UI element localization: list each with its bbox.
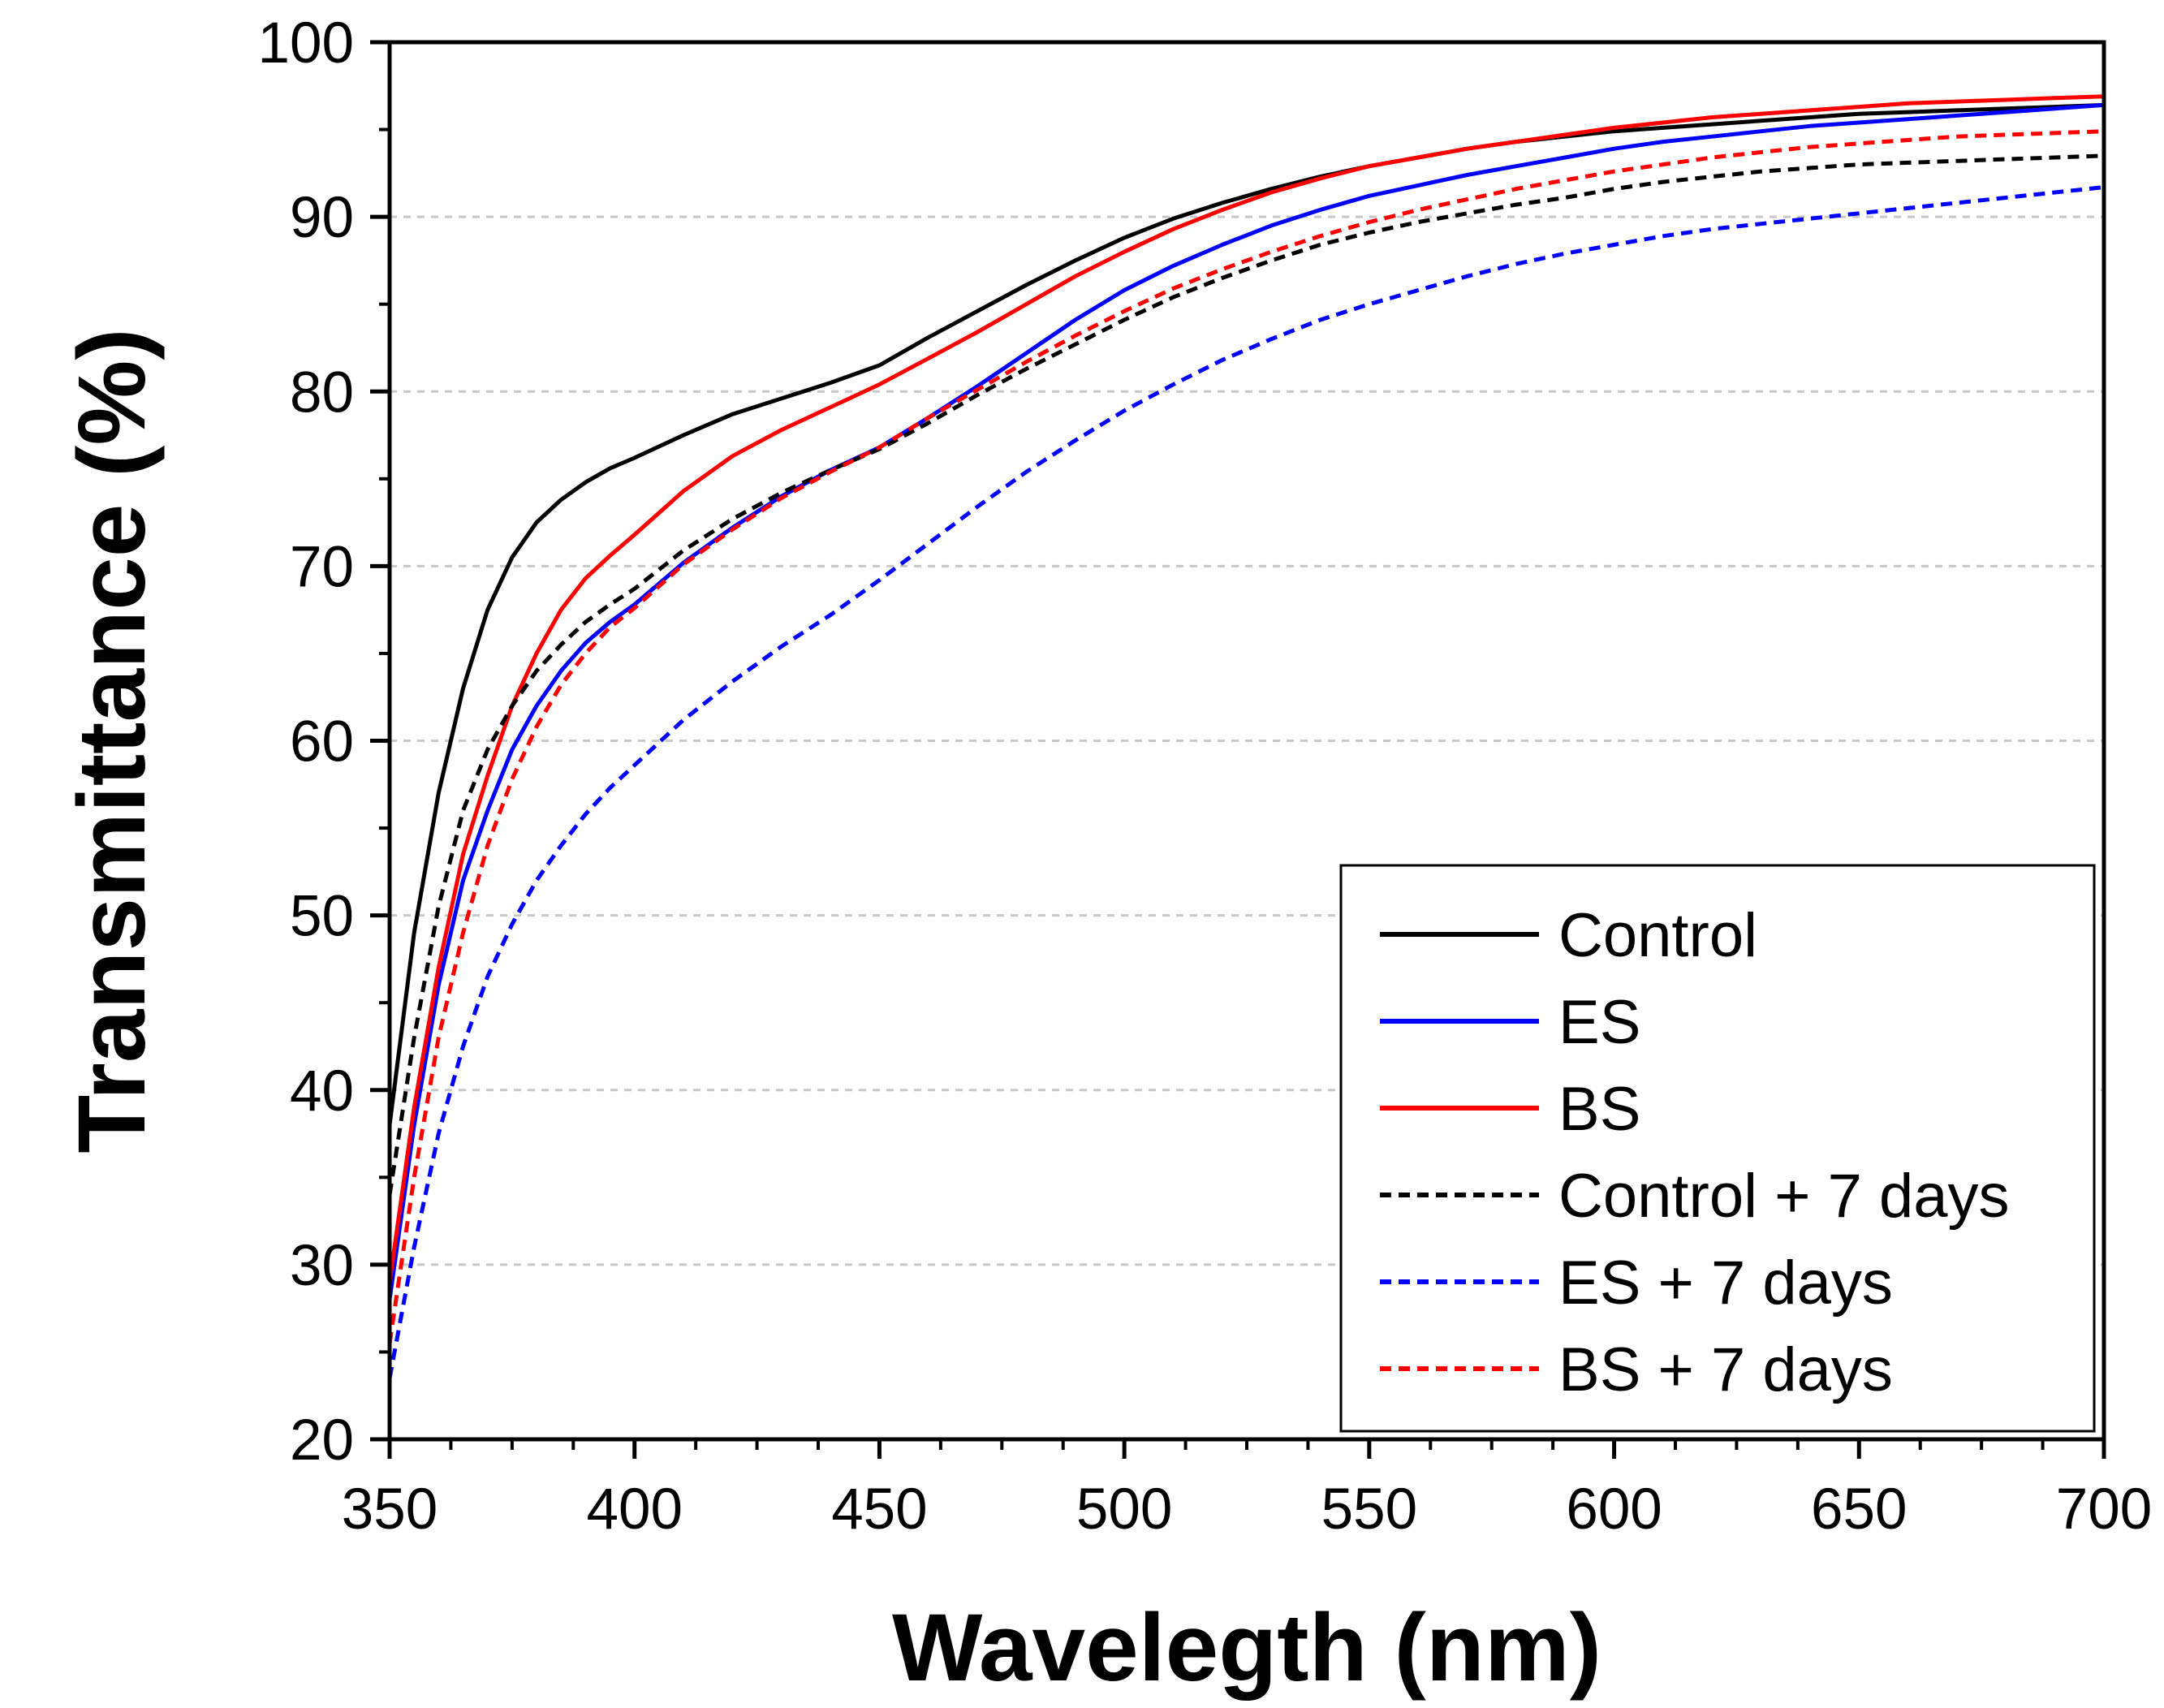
series-line-es — [387, 102, 2105, 1300]
series-line-bs-7-days — [387, 129, 2105, 1344]
legend-label: ES + 7 days — [1558, 1249, 1893, 1318]
legend-label: Control + 7 days — [1558, 1162, 2010, 1231]
series-line-control-7-days — [387, 153, 2105, 1196]
series-line-control — [387, 102, 2105, 1126]
legend-box — [1339, 864, 2096, 1433]
legend-label: BS + 7 days — [1558, 1335, 1893, 1404]
y-tick-label: 30 — [290, 1234, 354, 1298]
y-tick-label: 100 — [258, 11, 354, 75]
legend-label: ES — [1558, 988, 1640, 1057]
x-tick-label: 400 — [586, 1477, 682, 1542]
series-line-es-7-days — [387, 185, 2105, 1379]
x-tick-label: 650 — [1811, 1477, 1907, 1542]
y-tick-label: 50 — [290, 885, 354, 949]
x-tick-label: 550 — [1321, 1477, 1417, 1542]
y-tick-label: 60 — [290, 710, 354, 774]
x-tick-label: 350 — [342, 1477, 438, 1542]
x-axis-title: Wavelegth (nm) — [892, 1594, 1601, 1702]
x-tick-label: 500 — [1076, 1477, 1172, 1542]
legend-label: Control — [1558, 901, 1757, 970]
x-tick-label: 600 — [1566, 1477, 1662, 1542]
x-tick-label: 450 — [831, 1477, 927, 1542]
y-axis-title: Transmittance (%) — [58, 328, 166, 1153]
x-tick-label: 700 — [2056, 1477, 2152, 1542]
y-tick-label: 70 — [290, 535, 354, 599]
y-tick-label: 40 — [290, 1059, 354, 1124]
legend: Control ES BS Control + 7 days ES + 7 days BS… — [1339, 864, 2096, 1433]
y-tick-label: 20 — [290, 1408, 354, 1473]
axis-ticks: 350 400 450 500 550 600 650 700 20 30 40 50 60 70 80 90… — [258, 11, 2153, 1542]
y-tick-label: 90 — [290, 186, 354, 250]
legend-label: BS — [1558, 1075, 1640, 1144]
series-line-bs — [387, 94, 2105, 1283]
series-lines — [387, 94, 2105, 1379]
y-tick-label: 80 — [290, 360, 354, 425]
